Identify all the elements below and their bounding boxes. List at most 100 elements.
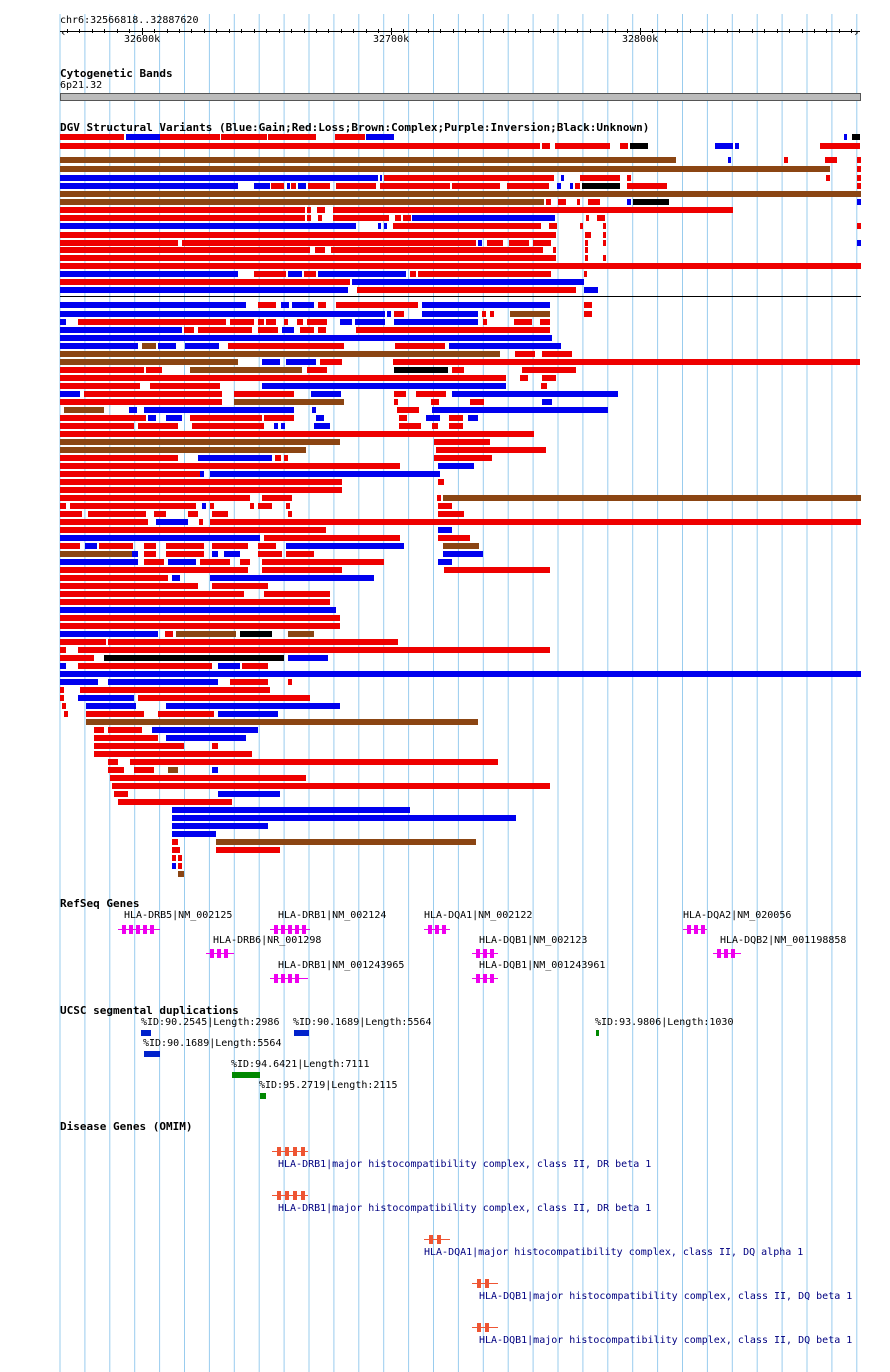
dgv-variant[interactable] <box>844 134 847 140</box>
dgv-variant[interactable] <box>318 271 406 277</box>
dgv-variant[interactable] <box>94 735 158 741</box>
dgv-variant[interactable] <box>254 183 270 189</box>
dgv-variant[interactable] <box>394 391 406 397</box>
dgv-variant[interactable] <box>94 743 184 749</box>
dgv-variant[interactable] <box>142 343 156 349</box>
dgv-variant[interactable] <box>60 511 82 517</box>
dgv-variant[interactable] <box>228 343 344 349</box>
dgv-variant[interactable] <box>96 527 266 533</box>
dgv-variant[interactable] <box>852 134 860 140</box>
dgv-variant[interactable] <box>597 215 605 221</box>
dgv-variant[interactable] <box>60 263 861 269</box>
dgv-variant[interactable] <box>60 157 676 163</box>
dgv-variant[interactable] <box>318 327 326 333</box>
dgv-variant[interactable] <box>522 367 530 373</box>
dgv-variant[interactable] <box>264 591 330 597</box>
dgv-variant[interactable] <box>509 240 529 246</box>
dgv-variant[interactable] <box>144 559 164 565</box>
omim-feature[interactable] <box>272 1146 308 1158</box>
dgv-variant[interactable] <box>199 519 203 525</box>
dgv-variant[interactable] <box>546 199 551 205</box>
dgv-variant[interactable] <box>387 311 391 317</box>
dgv-variant[interactable] <box>393 359 860 365</box>
dgv-variant[interactable] <box>820 143 860 149</box>
dgv-variant[interactable] <box>212 511 228 517</box>
dgv-variant[interactable] <box>185 343 219 349</box>
dgv-variant[interactable] <box>438 527 452 533</box>
dgv-variant[interactable] <box>603 223 606 229</box>
dgv-variant[interactable] <box>210 519 861 525</box>
dgv-variant[interactable] <box>530 367 576 373</box>
gene-feature[interactable] <box>270 973 308 985</box>
dgv-variant[interactable] <box>166 551 204 557</box>
dgv-variant[interactable] <box>216 839 476 845</box>
dgv-variant[interactable] <box>198 455 272 461</box>
dgv-variant[interactable] <box>317 207 325 213</box>
dgv-variant[interactable] <box>86 703 136 709</box>
dgv-variant[interactable] <box>200 471 204 477</box>
segdup-feature[interactable] <box>144 1051 160 1057</box>
dgv-variant[interactable] <box>60 647 66 653</box>
cytoband-ideogram[interactable] <box>60 93 861 101</box>
dgv-variant[interactable] <box>60 302 246 308</box>
dgv-variant[interactable] <box>160 134 180 140</box>
dgv-variant[interactable] <box>178 855 182 861</box>
dgv-variant[interactable] <box>403 215 411 221</box>
dgv-variant[interactable] <box>336 302 418 308</box>
dgv-variant[interactable] <box>99 543 133 549</box>
dgv-variant[interactable] <box>210 575 374 581</box>
dgv-variant[interactable] <box>422 311 478 317</box>
dgv-variant[interactable] <box>165 631 173 637</box>
omim-feature[interactable] <box>472 1278 498 1290</box>
dgv-variant[interactable] <box>431 399 439 405</box>
dgv-variant[interactable] <box>60 375 506 381</box>
dgv-variant[interactable] <box>394 367 448 373</box>
dgv-variant[interactable] <box>60 247 310 253</box>
dgv-variant[interactable] <box>60 543 80 549</box>
dgv-variant[interactable] <box>130 759 498 765</box>
dgv-variant[interactable] <box>288 679 292 685</box>
dgv-variant[interactable] <box>449 415 463 421</box>
dgv-variant[interactable] <box>522 319 532 325</box>
dgv-variant[interactable] <box>715 143 733 149</box>
dgv-variant[interactable] <box>258 551 282 557</box>
dgv-variant[interactable] <box>297 319 303 325</box>
dgv-variant[interactable] <box>138 695 310 701</box>
dgv-variant[interactable] <box>172 807 410 813</box>
dgv-variant[interactable] <box>585 255 588 261</box>
dgv-variant[interactable] <box>172 815 516 821</box>
dgv-variant[interactable] <box>542 351 572 357</box>
dgv-variant[interactable] <box>60 527 96 533</box>
dgv-variant[interactable] <box>438 559 452 565</box>
dgv-variant[interactable] <box>399 423 421 429</box>
dgv-variant[interactable] <box>318 302 326 308</box>
dgv-variant[interactable] <box>234 391 294 397</box>
dgv-variant[interactable] <box>60 232 556 238</box>
dgv-variant[interactable] <box>198 327 252 333</box>
dgv-variant[interactable] <box>549 223 557 229</box>
dgv-variant[interactable] <box>80 687 270 693</box>
dgv-variant[interactable] <box>438 479 444 485</box>
dgv-variant[interactable] <box>452 367 464 373</box>
dgv-variant[interactable] <box>60 639 106 645</box>
dgv-variant[interactable] <box>158 343 176 349</box>
dgv-variant[interactable] <box>60 351 500 357</box>
dgv-variant[interactable] <box>240 535 260 541</box>
dgv-variant[interactable] <box>94 727 104 733</box>
dgv-variant[interactable] <box>307 319 327 325</box>
dgv-variant[interactable] <box>144 407 294 413</box>
dgv-variant[interactable] <box>60 679 98 685</box>
dgv-variant[interactable] <box>156 519 188 525</box>
dgv-variant[interactable] <box>60 615 340 621</box>
dgv-variant[interactable] <box>150 383 220 389</box>
dgv-variant[interactable] <box>202 503 206 509</box>
dgv-variant[interactable] <box>108 727 142 733</box>
dgv-variant[interactable] <box>60 215 305 221</box>
dgv-variant[interactable] <box>540 319 550 325</box>
gene-feature[interactable] <box>118 924 160 936</box>
dgv-variant[interactable] <box>152 727 258 733</box>
segdup-feature[interactable] <box>141 1030 151 1036</box>
dgv-variant[interactable] <box>380 175 382 181</box>
dgv-variant[interactable] <box>60 287 348 293</box>
dgv-variant[interactable] <box>336 183 376 189</box>
